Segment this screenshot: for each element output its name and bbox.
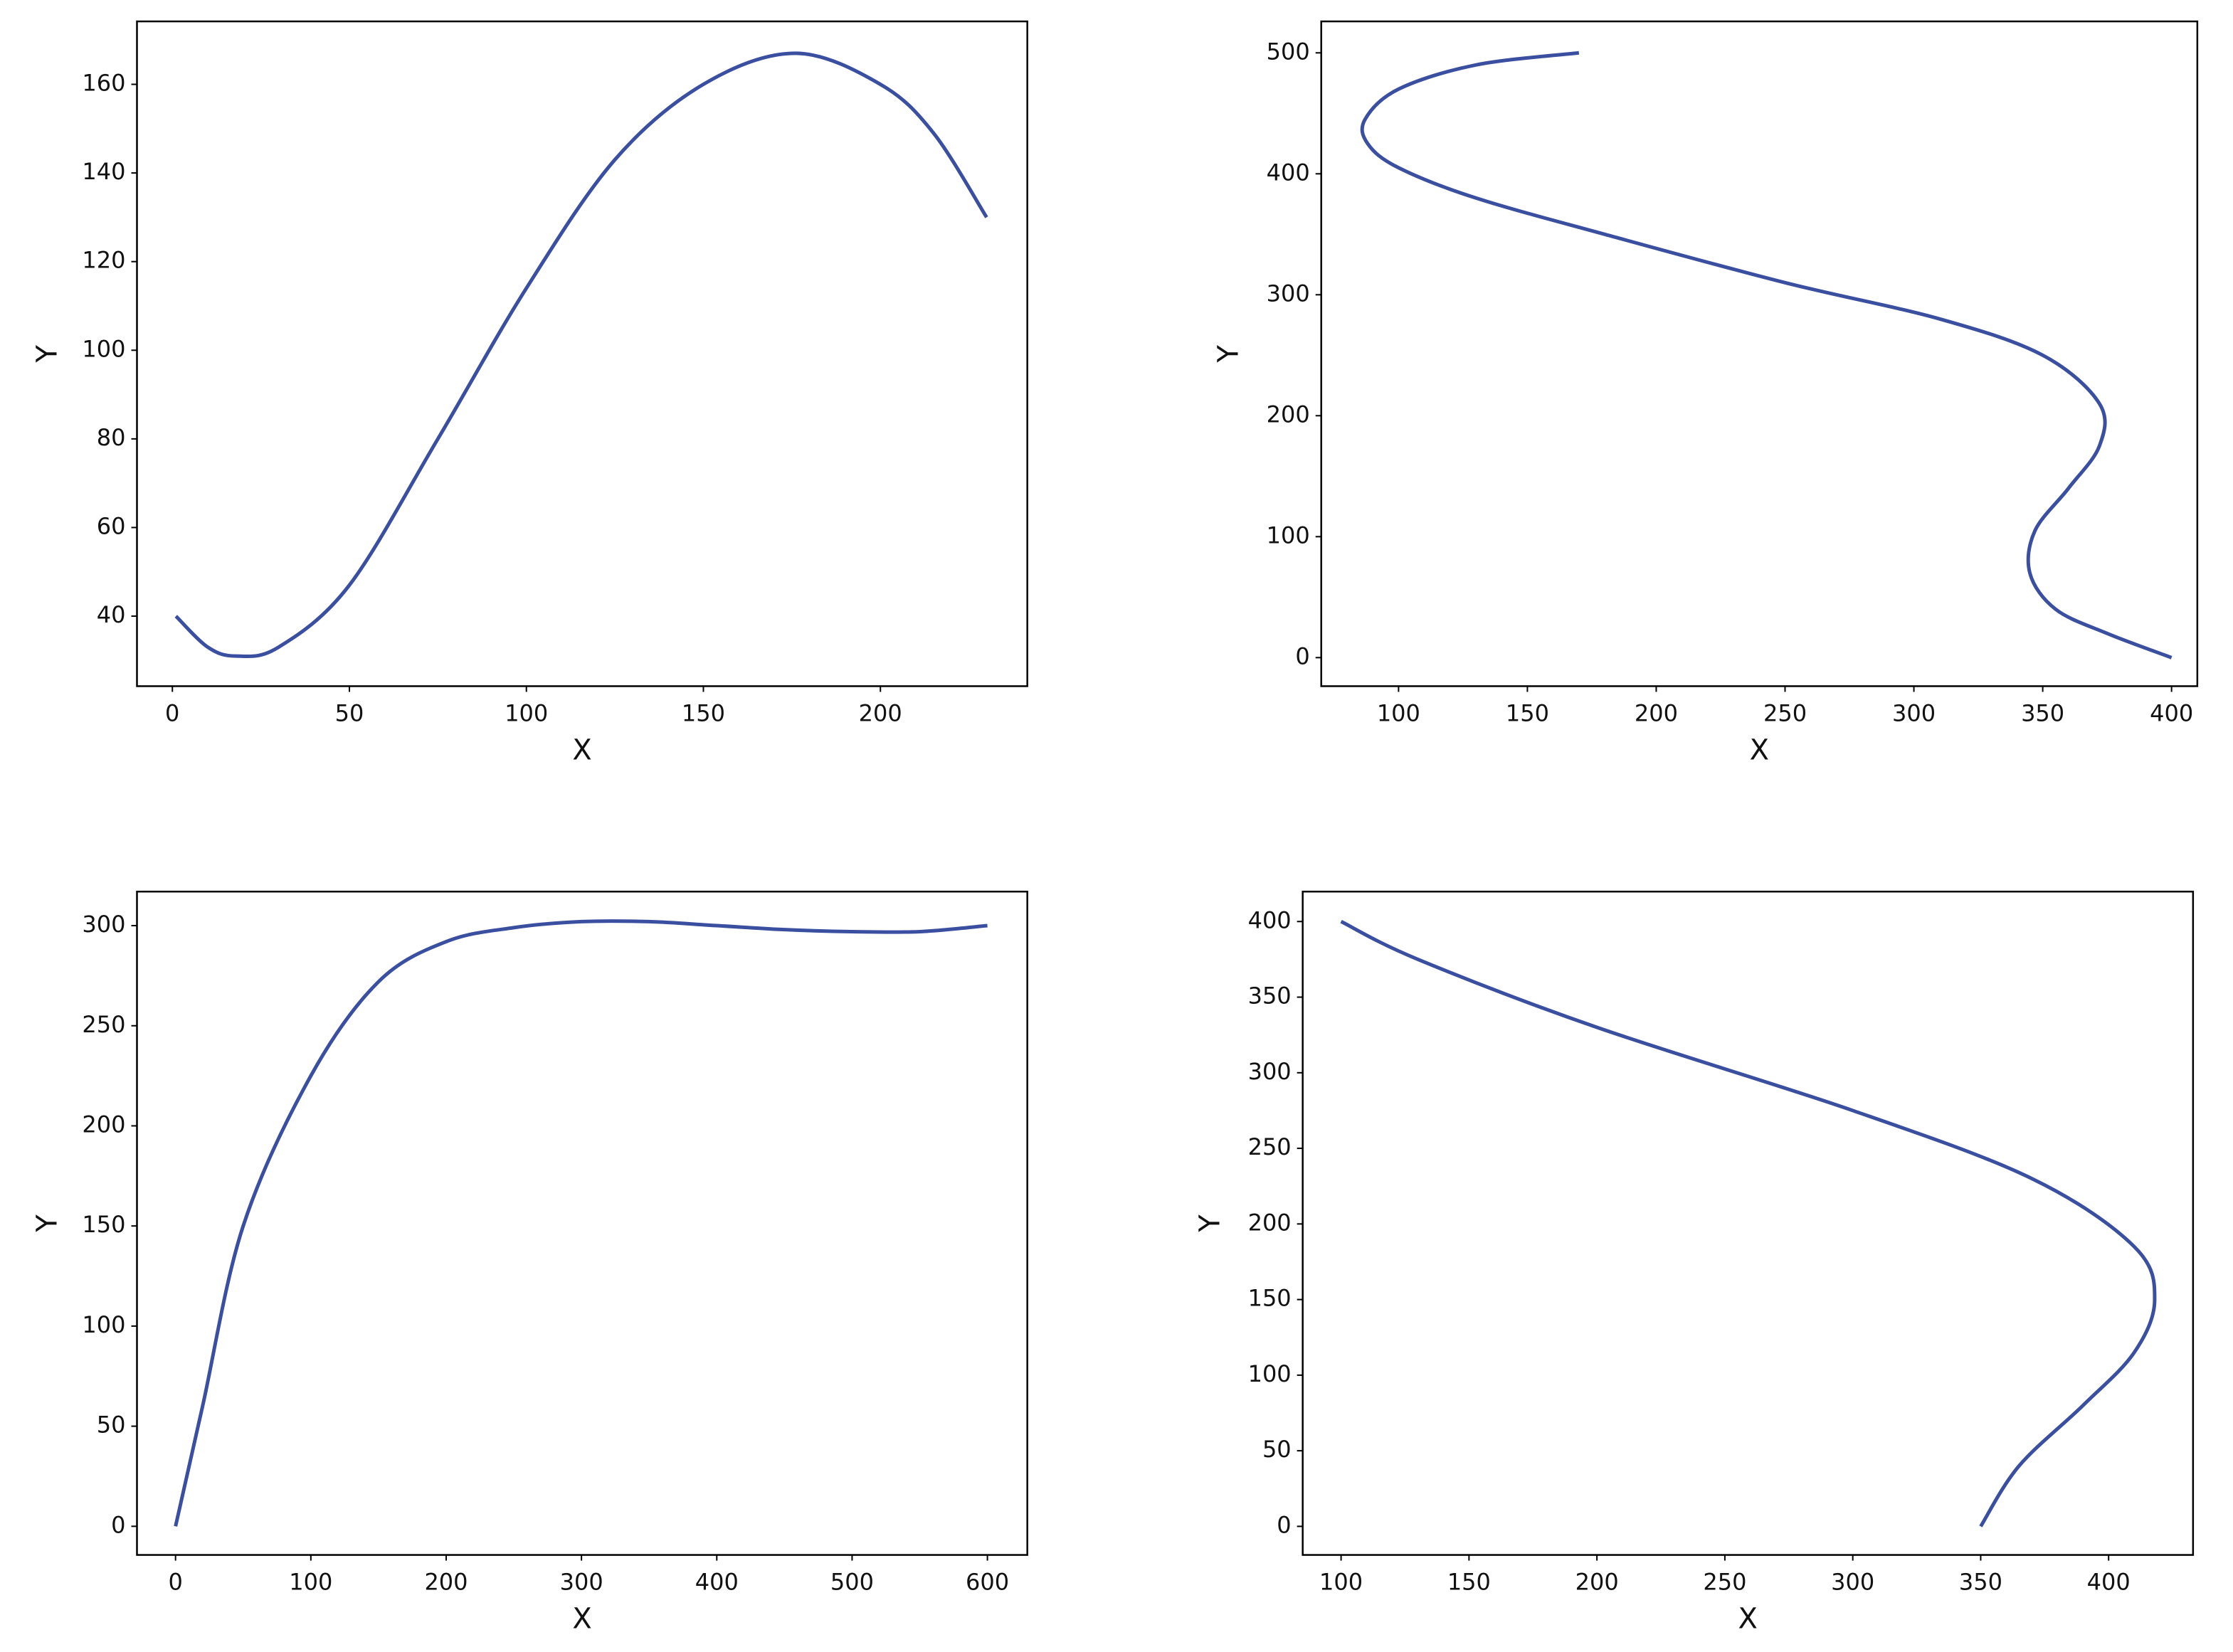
line — [1340, 920, 2157, 1527]
x-tick-label: 400 — [2087, 1569, 2131, 1596]
x-tick-label: 350 — [1959, 1569, 2002, 1596]
x-tick-label: 100 — [1377, 699, 1420, 726]
x-tick-label: 200 — [1635, 699, 1678, 726]
x-axis-label: X — [1750, 734, 1769, 766]
y-axis-label: Y — [1213, 344, 1245, 363]
x-tick-label: 200 — [424, 1569, 468, 1596]
y-axis-label: Y — [31, 1214, 63, 1233]
y-tick-label: 250 — [82, 1011, 125, 1038]
y-tick-label: 40 — [97, 601, 126, 628]
y-tick-label: 150 — [1248, 1285, 1292, 1312]
x-axis-label: X — [1738, 1603, 1758, 1636]
plot-frame — [1302, 890, 2195, 1556]
y-tick-label: 0 — [1277, 1511, 1291, 1538]
y-tick-label: 200 — [1267, 401, 1310, 428]
x-tick-label: 250 — [1703, 1569, 1746, 1596]
y-tick-label: 160 — [82, 70, 125, 97]
x-tick-label: 300 — [1892, 699, 1936, 726]
x-tick-label: 200 — [859, 699, 902, 726]
y-tick-label: 200 — [1248, 1209, 1292, 1236]
x-tick-label: 150 — [1506, 699, 1549, 726]
x-tick-label: 400 — [2150, 699, 2193, 726]
x-axis-label: X — [572, 734, 591, 766]
y-tick-label: 100 — [82, 335, 125, 362]
x-tick-label: 0 — [165, 699, 179, 726]
y-tick-label: 300 — [1267, 280, 1310, 307]
y-tick-label: 100 — [1248, 1360, 1292, 1387]
x-tick-label: 100 — [1319, 1569, 1363, 1596]
plot-frame — [136, 20, 1028, 687]
x-tick-label: 300 — [1831, 1569, 1874, 1596]
plot-frame — [136, 890, 1028, 1556]
y-tick-label: 80 — [97, 424, 126, 451]
y-tick-label: 200 — [82, 1111, 125, 1138]
y-tick-label: 60 — [97, 512, 126, 539]
line — [174, 919, 988, 1527]
y-tick-label: 300 — [82, 911, 125, 938]
x-tick-label: 350 — [2021, 699, 2064, 726]
y-tick-label: 0 — [111, 1511, 125, 1538]
y-tick-label: 140 — [82, 158, 125, 185]
x-tick-label: 500 — [830, 1569, 874, 1596]
line — [174, 51, 988, 659]
y-tick-label: 50 — [1262, 1436, 1292, 1463]
y-tick-label: 500 — [1267, 38, 1310, 65]
y-tick-label: 100 — [1267, 521, 1310, 549]
x-tick-label: 150 — [1447, 1569, 1491, 1596]
y-tick-label: 250 — [1248, 1133, 1292, 1160]
line — [1360, 51, 2173, 660]
x-tick-label: 250 — [1763, 699, 1807, 726]
y-tick-label: 0 — [1295, 642, 1309, 669]
x-tick-label: 200 — [1575, 1569, 1619, 1596]
x-tick-label: 100 — [289, 1569, 332, 1596]
y-tick-label: 400 — [1248, 906, 1292, 933]
y-axis-label: Y — [31, 344, 63, 363]
y-tick-label: 350 — [1248, 983, 1292, 1010]
x-tick-label: 600 — [966, 1569, 1009, 1596]
y-tick-label: 120 — [82, 247, 125, 274]
y-tick-label: 300 — [1248, 1058, 1292, 1085]
x-tick-label: 100 — [505, 699, 548, 726]
x-axis-label: X — [572, 1603, 591, 1636]
plot-frame — [1320, 20, 2199, 687]
x-tick-label: 400 — [695, 1569, 739, 1596]
x-tick-label: 50 — [335, 699, 364, 726]
y-axis-label: Y — [1194, 1214, 1227, 1233]
x-tick-label: 0 — [169, 1569, 183, 1596]
x-tick-label: 150 — [682, 699, 725, 726]
y-tick-label: 50 — [97, 1412, 126, 1439]
y-tick-label: 400 — [1267, 159, 1310, 186]
y-tick-label: 150 — [82, 1211, 125, 1238]
y-tick-label: 100 — [82, 1311, 125, 1338]
x-tick-label: 300 — [560, 1569, 603, 1596]
